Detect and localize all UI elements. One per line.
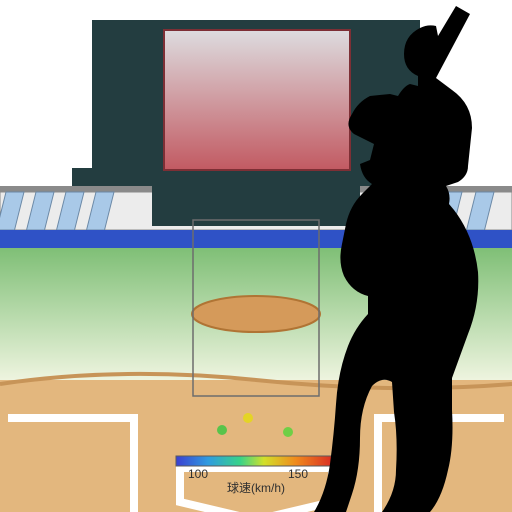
speed-legend-tick: 100 <box>188 467 208 481</box>
scoreboard-screen <box>164 30 350 170</box>
speed-legend-bar <box>176 456 336 466</box>
speed-legend-title: 球速(km/h) <box>227 481 285 495</box>
pitch-marker <box>243 413 253 423</box>
pitch-marker <box>217 425 227 435</box>
speed-legend-tick: 150 <box>288 467 308 481</box>
pitch-marker <box>283 427 293 437</box>
pitchers-mound <box>192 296 320 332</box>
